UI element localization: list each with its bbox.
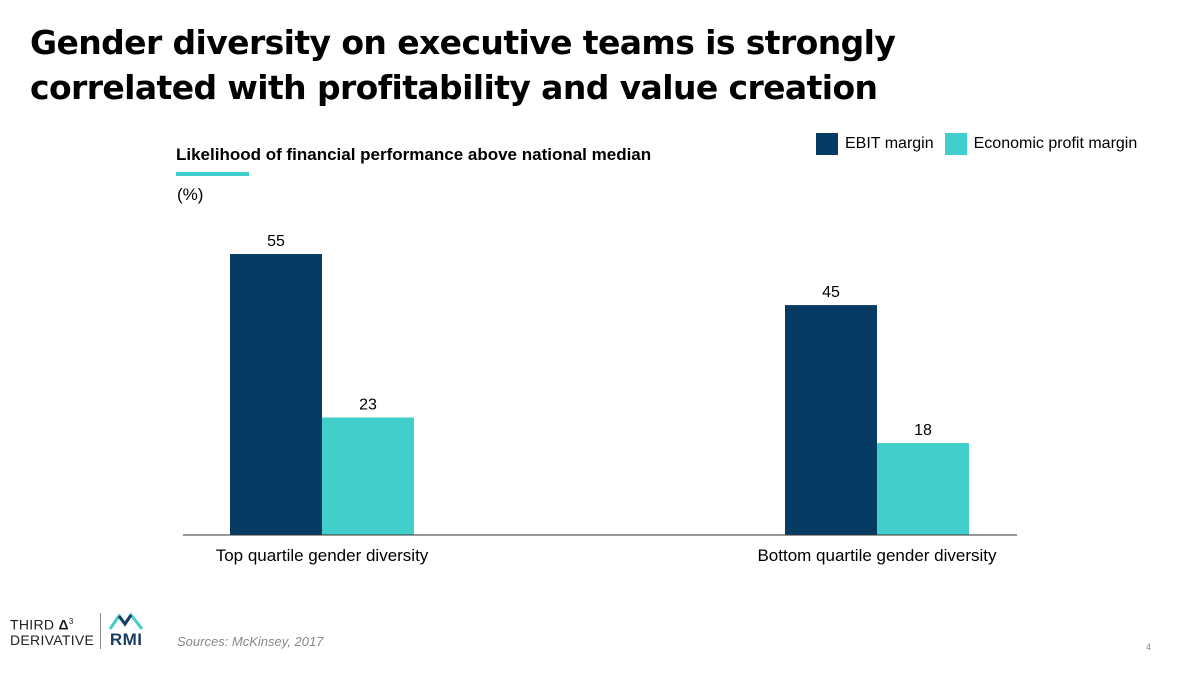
mountain-icon (109, 612, 144, 630)
bar-ebit-1 (785, 305, 877, 535)
rmi-logo-text: RMI (109, 630, 143, 649)
footer-logos: THIRD Δ3 DERIVATIVE RMI (10, 612, 144, 650)
rmi-logo: RMI (109, 612, 144, 650)
logo-divider (100, 613, 102, 649)
category-label-1: Bottom quartile gender diversity (757, 546, 997, 565)
legend-swatch-economic (944, 133, 967, 155)
data-label-ebit-0: 55 (267, 233, 285, 250)
unit-label: (%) (177, 185, 204, 204)
third-derivative-line-2: DERIVATIVE (10, 632, 95, 649)
legend-label-ebit: EBIT margin (845, 135, 934, 152)
bar-economic-1 (877, 443, 969, 535)
legend-item-ebit: EBIT margin (816, 133, 934, 155)
slide-title-line-2: correlated with profitability and value … (30, 68, 878, 107)
logo-text-third: THIRD (10, 616, 55, 633)
chart-title-underline (176, 172, 249, 176)
data-label-ebit-1: 45 (822, 284, 840, 301)
legend-swatch-ebit (816, 133, 838, 155)
bar-economic-0 (322, 417, 414, 535)
category-label-0: Top quartile gender diversity (216, 546, 429, 565)
bar-ebit-0 (230, 254, 322, 535)
source-note: Sources: McKinsey, 2017 (177, 634, 324, 649)
logo-mark-three: 3 (68, 616, 74, 626)
slide-title-line-1: Gender diversity on executive teams is s… (30, 23, 896, 62)
page-number: 4 (1146, 642, 1152, 652)
third-derivative-line-1: THIRD Δ3 (10, 614, 94, 633)
data-label-economic-0: 23 (359, 396, 377, 413)
legend-item-economic: Economic profit margin (944, 133, 1138, 155)
chart-title: Likelihood of financial performance abov… (176, 145, 652, 164)
data-label-economic-1: 18 (914, 422, 932, 439)
third-derivative-logo: THIRD Δ3 DERIVATIVE (10, 614, 95, 649)
delta-icon: Δ (58, 616, 69, 633)
slide-title: Gender diversity on executive teams is s… (30, 20, 1030, 110)
chart-legend: EBIT margin Economic profit margin (816, 133, 1148, 155)
legend-label-economic: Economic profit margin (973, 135, 1138, 152)
